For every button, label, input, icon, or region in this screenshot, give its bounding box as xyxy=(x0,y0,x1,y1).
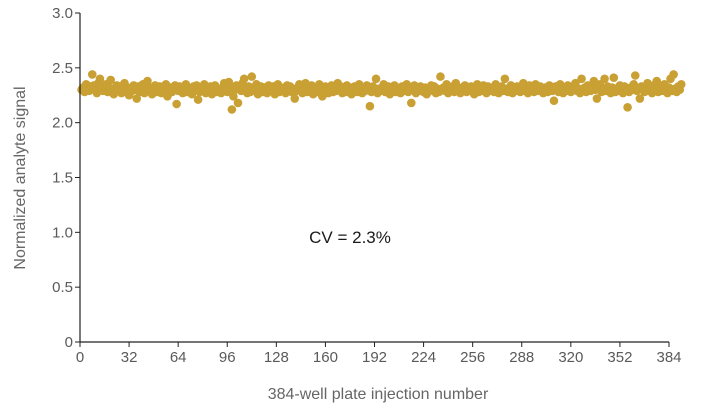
data-point xyxy=(407,98,416,108)
y-axis-title: Normalized analyte signal xyxy=(12,86,29,269)
x-tick-label: 288 xyxy=(509,349,534,366)
data-point xyxy=(132,94,142,103)
y-tick-label: 1.0 xyxy=(52,224,73,241)
x-tick-label: 192 xyxy=(362,349,387,366)
data-points xyxy=(77,70,686,114)
data-point xyxy=(365,101,375,111)
data-point xyxy=(233,98,243,108)
data-point xyxy=(436,72,445,81)
data-point xyxy=(371,74,381,84)
y-tick-label: 0 xyxy=(65,334,73,351)
data-point xyxy=(290,94,300,103)
y-tick-label: 2.5 xyxy=(52,60,73,77)
data-point xyxy=(227,105,237,114)
y-tick-label: 2.0 xyxy=(52,115,73,132)
data-point xyxy=(229,92,238,101)
data-point xyxy=(95,74,105,84)
data-point xyxy=(600,74,609,84)
y-tick-label: 3.0 xyxy=(52,5,73,22)
x-ticks: 0 32 64 96 128 160 192 224 256 288 320 352 384 xyxy=(76,342,682,366)
x-tick-label: 320 xyxy=(558,349,583,366)
data-point xyxy=(635,94,645,103)
data-point xyxy=(106,75,115,85)
x-tick-label: 256 xyxy=(460,349,485,366)
data-point xyxy=(630,71,640,80)
x-tick-label: 96 xyxy=(219,349,236,366)
data-point xyxy=(193,95,203,104)
x-axis-title: 384-well plate injection number xyxy=(268,386,489,403)
data-point xyxy=(592,94,602,103)
data-point xyxy=(172,99,181,109)
data-point xyxy=(623,103,632,112)
y-ticks: 0 0.5 1.0 1.5 2.0 2.5 3.0 xyxy=(52,5,80,351)
x-tick-label: 384 xyxy=(656,349,681,366)
data-point xyxy=(143,76,152,86)
data-point xyxy=(239,74,249,84)
y-tick-label: 1.5 xyxy=(52,170,73,187)
data-point xyxy=(500,74,510,84)
data-point xyxy=(676,79,686,89)
x-tick-label: 224 xyxy=(411,349,436,366)
axes xyxy=(79,13,669,343)
data-point xyxy=(577,74,586,84)
x-tick-label: 128 xyxy=(264,349,289,366)
x-tick-label: 160 xyxy=(313,349,338,366)
data-point xyxy=(609,73,619,82)
data-point xyxy=(87,70,97,79)
x-tick-label: 64 xyxy=(170,349,187,366)
cv-annotation: CV = 2.3% xyxy=(309,228,391,247)
data-point xyxy=(247,72,257,81)
y-tick-label: 0.5 xyxy=(52,279,73,296)
data-point xyxy=(549,96,559,106)
x-tick-label: 352 xyxy=(607,349,632,366)
x-tick-label: 32 xyxy=(121,349,138,366)
data-point xyxy=(669,70,678,79)
x-tick-label: 0 xyxy=(76,349,84,366)
